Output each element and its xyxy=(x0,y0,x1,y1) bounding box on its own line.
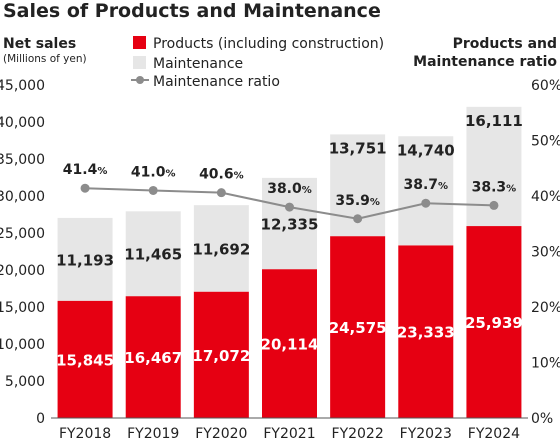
y2-tick-label: 10% xyxy=(531,356,560,372)
y2-tick-label: 40% xyxy=(531,189,560,205)
legend-marker-ratio xyxy=(136,76,144,84)
ratio-point xyxy=(421,198,431,208)
y-tick-label: 35,000 xyxy=(0,152,45,168)
data-label-products: 16,467 xyxy=(124,349,182,367)
legend-label-products: Products (including construction) xyxy=(153,36,384,52)
ratio-point xyxy=(80,183,90,193)
data-label-ratio: 41.0% xyxy=(131,164,176,180)
data-label-ratio: 35.9% xyxy=(335,193,380,209)
data-label-maintenance: 13,751 xyxy=(329,139,387,157)
data-label-maintenance: 16,111 xyxy=(465,112,523,130)
x-tick-label: FY2018 xyxy=(59,426,111,438)
bar-maintenance xyxy=(398,136,454,246)
legend: Products (including construction) Mainte… xyxy=(131,36,384,90)
x-tick-label: FY2022 xyxy=(332,426,384,438)
y2-axis-label-line1: Products and xyxy=(453,36,557,52)
y2-tick-label: 0% xyxy=(531,411,553,427)
y2-tick-label: 20% xyxy=(531,300,560,316)
data-label-ratio: 38.3% xyxy=(472,179,517,195)
plot-area: 0 5,000 10,000 15,000 20,000 25,000 30,000 35,0… xyxy=(0,78,560,438)
x-tick-label: FY2020 xyxy=(195,426,247,438)
y-tick-label: 20,000 xyxy=(0,263,45,279)
y-tick-label: 5,000 xyxy=(5,374,45,390)
bar-products xyxy=(125,296,181,418)
ratio-point xyxy=(148,185,158,195)
x-tick-label: FY2021 xyxy=(263,426,315,438)
legend-swatch-maintenance xyxy=(133,56,146,69)
data-label-products: 23,333 xyxy=(397,324,455,342)
x-tick-label: FY2019 xyxy=(127,426,179,438)
data-label-products: 24,575 xyxy=(329,319,387,337)
bar-products xyxy=(398,245,454,418)
ratio-point xyxy=(285,202,294,212)
data-label-ratio: 40.6% xyxy=(199,167,244,183)
legend-swatch-products xyxy=(133,36,146,49)
y-tick-label: 10,000 xyxy=(0,337,45,353)
y-axis-unit: (Millions of yen) xyxy=(3,53,87,65)
y2-tick-label: 60% xyxy=(531,78,560,94)
bar-products xyxy=(193,291,249,418)
bar-maintenance xyxy=(57,217,113,301)
y-tick-label: 0 xyxy=(36,411,45,427)
data-label-maintenance: 11,692 xyxy=(192,240,250,258)
data-label-maintenance: 12,335 xyxy=(261,216,319,234)
data-label-maintenance: 14,740 xyxy=(397,141,455,159)
y2-tick-label: 50% xyxy=(531,134,560,150)
bar-maintenance xyxy=(125,211,181,297)
bar-products xyxy=(57,300,113,418)
y2-tick-label: 30% xyxy=(531,245,560,261)
data-label-ratio: 38.7% xyxy=(403,177,448,193)
legend-label-ratio: Maintenance ratio xyxy=(153,74,280,90)
y-tick-label: 25,000 xyxy=(0,226,45,242)
bar-maintenance xyxy=(193,205,249,292)
y-tick-label: 15,000 xyxy=(0,300,45,316)
bar-products xyxy=(330,236,386,418)
bar-maintenance xyxy=(262,177,317,270)
y-axis-label: Net sales xyxy=(3,36,76,52)
data-label-maintenance: 11,193 xyxy=(56,251,114,269)
data-label-products: 20,114 xyxy=(261,336,319,354)
data-label-maintenance: 11,465 xyxy=(124,246,182,264)
data-label-ratio: 41.4% xyxy=(63,162,108,178)
data-label-products: 17,072 xyxy=(192,347,250,365)
data-label-products: 15,845 xyxy=(56,351,114,369)
x-tick-label: FY2023 xyxy=(400,426,452,438)
y-tick-label: 30,000 xyxy=(0,189,45,205)
ratio-point xyxy=(216,188,226,198)
chart-title: Sales of Products and Maintenance xyxy=(3,0,381,22)
y-tick-label: 40,000 xyxy=(0,115,45,131)
data-label-ratio: 38.0% xyxy=(267,181,312,197)
ratio-point xyxy=(353,214,363,224)
y-tick-label: 45,000 xyxy=(0,78,45,94)
y2-axis-label-line2: Maintenance ratio xyxy=(413,54,557,70)
data-label-products: 25,939 xyxy=(465,314,523,332)
legend-label-maintenance: Maintenance xyxy=(153,56,243,72)
x-tick-label: FY2024 xyxy=(468,426,520,438)
bar-products xyxy=(262,269,317,418)
ratio-point xyxy=(489,200,499,210)
bar-products xyxy=(466,226,522,418)
